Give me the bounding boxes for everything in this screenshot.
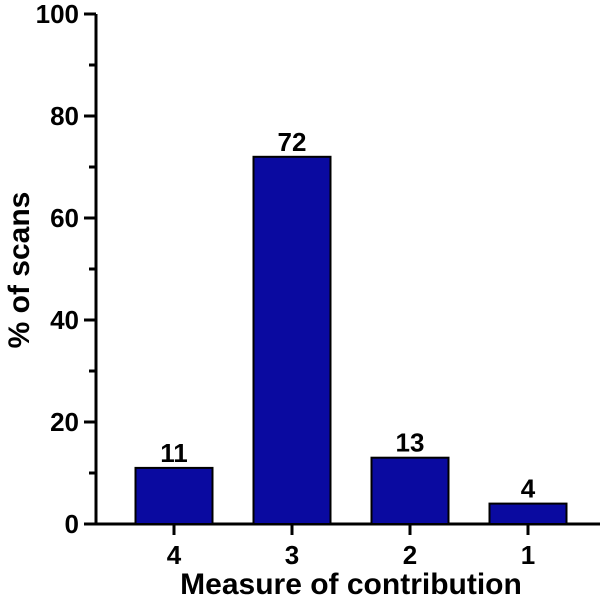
bar	[488, 502, 568, 526]
y-tick-label: 40	[50, 305, 79, 335]
x-axis-title: Measure of contribution	[180, 568, 522, 601]
data-labels: 11 72 13 4	[160, 127, 536, 504]
bar	[252, 155, 332, 526]
x-tick-label: 4	[167, 540, 182, 570]
x-tick-label: 2	[403, 540, 417, 570]
x-tick-label: 3	[285, 540, 299, 570]
bar	[134, 466, 214, 525]
bars	[134, 155, 568, 526]
data-label: 11	[160, 438, 188, 468]
x-tick-label: 1	[521, 540, 535, 570]
data-label: 72	[278, 127, 307, 157]
y-tick-label: 100	[36, 0, 79, 29]
y-tick-label: 0	[65, 509, 79, 539]
y-tick-label: 80	[50, 101, 79, 131]
y-axis-title: % of scans	[3, 192, 36, 349]
bar	[370, 456, 450, 526]
data-label: 4	[521, 474, 536, 504]
y-tick-label: 60	[50, 203, 79, 233]
data-label: 13	[396, 428, 425, 458]
y-axis: 0 20 40 60 80 100	[36, 0, 98, 539]
x-axis: 4 3 2 1	[96, 522, 600, 570]
y-tick-label: 20	[50, 407, 79, 437]
